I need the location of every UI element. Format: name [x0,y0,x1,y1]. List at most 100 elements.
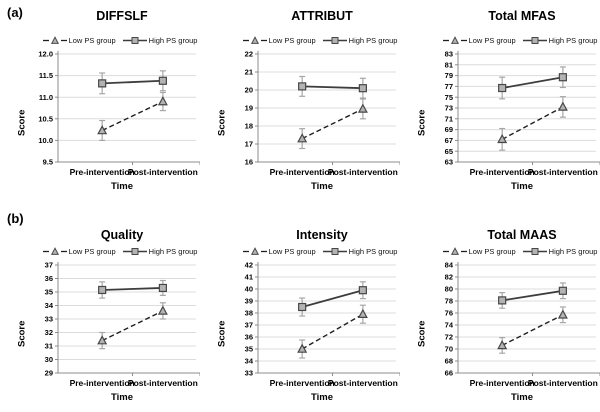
plot-row: Score 63 65 67 69 71 73 75 77 79 81 83 Pre-interven… [400,48,600,180]
plot-row: Score 9.5 10.0 10.5 11.0 11.5 12.0 Pre-interve… [0,48,200,180]
legend-item-low-ps: Low PS group [242,36,316,45]
triangle-marker [97,335,108,345]
y-tick-label: 70 [445,345,453,354]
y-tick-label: 42 [245,261,253,270]
square-marker [298,82,307,91]
figure-row-a: DIFFSLF Low PS group High PS group Score… [0,9,600,192]
y-tick-label: 16 [245,158,253,167]
dashed-line-triangle-marker-icon [242,36,267,44]
panel-row-a-label: (a) [7,5,23,20]
y-tick-label: 82 [445,273,453,282]
legend-label-low-ps: Low PS group [68,247,116,256]
x-tick-label: Post-intervention [128,378,198,388]
legend-item-low-ps: Low PS group [42,247,116,256]
chart-title: DIFFSLF [96,9,148,23]
data-markers [497,309,568,350]
gridlines [458,264,596,362]
y-tick-label: 68 [445,357,453,366]
y-tick-label: 22 [245,50,253,59]
gridlines [258,53,396,145]
axes: 9.5 10.0 10.5 11.0 11.5 12.0 Pre-interventionP… [38,50,200,177]
plot-row: Score 66 68 70 72 74 76 78 80 82 84 Pre-interventi… [400,259,600,391]
y-tick-label: 72 [445,333,453,342]
data-markers [98,283,167,295]
axes: 16 17 18 19 20 21 22 Pre-interventionPost-inter… [245,50,400,177]
gridlines [58,264,196,360]
data-markers [498,286,567,305]
chart-panel-intensity: Intensity Low PS group High PS group Sco… [200,206,400,412]
legend-item-high-ps: High PS group [522,247,598,256]
y-tick-label: 40 [245,285,253,294]
y-tick-label: 11.0 [39,93,53,102]
y-tick-label: 34 [45,301,54,310]
y-tick-label: 37 [45,261,53,270]
y-tick-label: 10.0 [38,136,53,145]
solid-line-square-marker-icon [122,37,147,44]
x-tick-label: Post-intervention [328,167,398,177]
y-tick-label: 36 [45,274,53,283]
legend-label-low-ps: Low PS group [268,36,316,45]
y-tick-label: 34 [245,357,254,366]
series-line-high-ps [102,79,163,85]
y-tick-label: 76 [445,309,453,318]
dashed-line-triangle-marker-icon [442,247,467,255]
legend-label-low-ps: Low PS group [468,36,516,45]
y-tick-label: 38 [245,309,253,318]
square-marker [558,286,567,295]
y-tick-label: 9.5 [43,158,53,167]
y-tick-label: 35 [245,345,253,354]
chart-legend: Low PS group High PS group [0,36,200,45]
triangle-marker [297,133,308,143]
axes: 66 68 70 72 74 76 78 80 82 84 Pre-interventionPost… [445,261,600,388]
triangle-marker [557,101,568,111]
chart-title: Intensity [296,228,348,242]
chart-title: Total MFAS [488,9,556,23]
data-markers [297,308,368,353]
y-axis-label: Score [416,109,428,137]
series-line-low-ps [301,313,364,350]
chart-title: Total MAAS [487,228,557,242]
y-tick-label: 32 [45,328,53,337]
series-line-high-ps [102,287,163,291]
y-tick-label: 69 [445,125,453,134]
y-tick-label: 33 [45,315,53,324]
y-tick-label: 66 [445,369,453,378]
y-tick-label: 17 [245,140,253,149]
x-tick-label: Pre-intervention [70,167,135,177]
y-tick-label: 81 [445,60,453,69]
chart-title: Quality [100,228,144,242]
plot-row: Score 33 34 35 36 37 38 39 40 41 42 Pre-interventi… [200,259,400,391]
data-markers [97,305,168,345]
plot-area-quality: 29 30 31 32 33 34 35 36 37 Pre-interventionPost-i… [45,261,200,388]
y-axis-label: Score [216,320,228,348]
gridlines [58,53,196,141]
legend-label-high-ps: High PS group [148,36,198,45]
square-marker [558,73,567,82]
gridlines [458,53,596,152]
series-line-high-ps [502,76,564,89]
y-tick-label: 71 [445,114,453,123]
series-line-low-ps [501,314,564,347]
y-tick-label: 73 [445,104,453,113]
y-axis-label: Score [216,109,228,137]
plot-area-diffslf: 9.5 10.0 10.5 11.0 11.5 12.0 Pre-interventionP… [38,50,200,177]
triangle-marker [497,339,508,350]
square-marker [498,296,507,305]
series-line-low-ps [101,100,164,132]
chart-title: ATTRIBUT [291,9,353,23]
legend-label-high-ps: High PS group [148,247,198,256]
x-axis-label: Time [310,181,333,192]
square-marker [498,83,507,93]
square-marker [358,286,367,295]
data-markers [298,82,367,93]
dashed-line-triangle-marker-icon [242,247,267,255]
y-tick-label: 36 [245,333,253,342]
chart-legend: Low PS group High PS group [0,247,200,256]
y-tick-label: 84 [445,261,454,270]
legend-label-high-ps: High PS group [548,247,598,256]
series-line-low-ps [101,310,164,342]
solid-line-square-marker-icon [122,248,147,255]
x-axis-label: Time [510,181,533,192]
